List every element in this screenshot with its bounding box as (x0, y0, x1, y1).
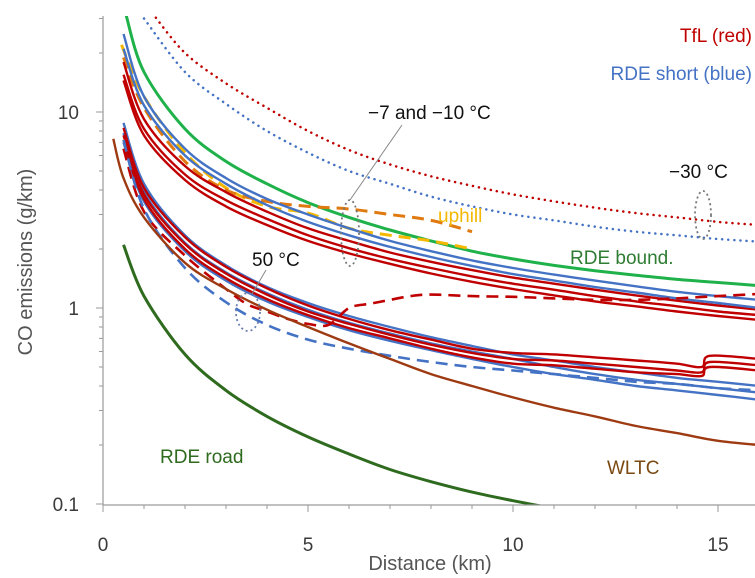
y-tick-label: 1 (68, 299, 79, 320)
x-tick-label: 10 (502, 535, 523, 556)
leader-line-minus7-minus10 (349, 124, 403, 201)
marker-ellipse-minus7-minus10 (340, 199, 360, 267)
series-line-tfl-5 (122, 61, 755, 311)
annotation-rde-bound: RDE bound. (570, 248, 674, 269)
marker-ellipse-50c (235, 292, 261, 332)
series-line-uphill-4 (122, 56, 473, 234)
x-tick-label: 5 (303, 535, 314, 556)
y-axis-title: CO emissions (g/km) (15, 169, 37, 356)
legend-label-rde-short: RDE short (blue) (611, 64, 753, 85)
series-line-tfl-14 (122, 135, 755, 374)
series-line-tfl-0 (152, 16, 755, 226)
annotation-50c: 50 °C (252, 250, 300, 271)
axes-layer: 0 5 10 15 0.1 1 10 (53, 16, 755, 556)
series-line-tfl-6 (122, 74, 755, 316)
marker-ellipse-minus30 (694, 190, 712, 240)
x-tick-label: 0 (98, 535, 109, 556)
series-line-rde-short-12 (122, 142, 755, 401)
series-line-rde-short-8 (122, 33, 755, 301)
series-line-rde-bound-2 (124, 16, 755, 287)
annotation-rde-road: RDE road (160, 447, 243, 468)
annotation-minus30: −30 °C (669, 162, 728, 183)
annotation-wltc: WLTC (607, 458, 659, 479)
series-line-rde-short-1 (142, 17, 755, 243)
series-line-rde-short-17 (122, 139, 755, 392)
annotation-uphill: uphill (438, 206, 482, 227)
series-line-rde-short-9 (122, 48, 755, 309)
series-line-rde-road-19 (122, 244, 544, 505)
series-line-uphill-3 (120, 44, 473, 251)
series-layer (112, 16, 755, 505)
y-tick-label: 0.1 (53, 495, 79, 516)
leader-line-50c (251, 269, 267, 295)
x-axis-title: Distance (km) (368, 553, 491, 575)
series-line-tfl-13 (122, 127, 755, 369)
y-tick-label: 10 (58, 103, 79, 124)
series-line-tfl-16 (122, 148, 755, 328)
series-line-wltc-18 (112, 138, 755, 446)
annotation-minus7-minus10: −7 and −10 °C (368, 103, 491, 124)
series-line-tfl-15 (122, 139, 755, 378)
legend-label-tfl: TfL (red) (680, 26, 752, 47)
series-line-tfl-7 (122, 79, 755, 321)
x-tick-label: 15 (707, 535, 728, 556)
